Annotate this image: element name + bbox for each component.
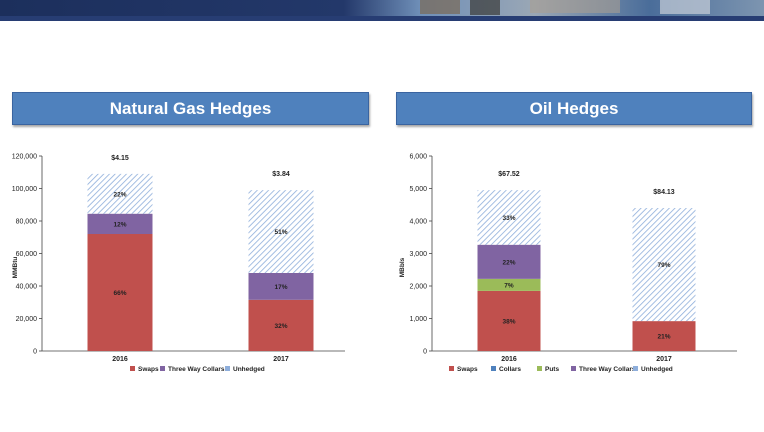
bar-segment-three-way-collars-2016 (87, 213, 153, 234)
legend-swatch-swaps (130, 366, 135, 371)
bar-segment-puts-2016 (477, 278, 541, 291)
bar-data-label: 51% (274, 229, 287, 236)
bar-data-label: 17% (274, 284, 287, 291)
bar-data-label: 12% (113, 221, 126, 228)
y-axis-label: MMBtu (12, 257, 19, 279)
y-tick-label: 40,000 (16, 284, 38, 291)
legend-swatch-unhedged (633, 366, 638, 371)
bar-data-label: 22% (113, 191, 126, 198)
natural-gas-header: Natural Gas Hedges (12, 92, 369, 125)
bar-segment-swaps-2017 (632, 321, 696, 351)
y-tick-label: 5,000 (409, 186, 427, 193)
bar-data-label: 79% (657, 262, 670, 269)
y-tick-label: 80,000 (16, 219, 38, 226)
x-tick-label: 2017 (656, 356, 672, 363)
legend-label-swaps: Swaps (457, 366, 478, 373)
bar-price-label: $67.52 (498, 171, 520, 178)
y-tick-label: 120,000 (12, 154, 37, 161)
bar-segment-three-way-collars-2016 (477, 244, 541, 279)
bar-segment-unhedged-2017 (248, 190, 314, 273)
legend-label-three-way-collars: Three Way Collars (168, 366, 225, 373)
legend-label-three-way-collars: Three Way Collars (579, 366, 636, 373)
bar-segment-unhedged-2016 (477, 190, 541, 245)
y-tick-label: 20,000 (16, 316, 38, 323)
bar-data-label: 38% (502, 318, 515, 325)
y-tick-label: 0 (423, 349, 427, 356)
bar-segment-swaps-2017 (248, 299, 314, 351)
bar-segment-three-way-collars-2017 (248, 273, 314, 300)
bar-price-label: $3.84 (272, 171, 290, 178)
header-banner-image (0, 0, 764, 21)
y-axis-label: MBbls (399, 257, 406, 277)
legend-swatch-puts (537, 366, 542, 371)
legend-label-collars: Collars (499, 366, 521, 373)
x-tick-label: 2017 (273, 356, 289, 363)
legend-swatch-three-way-collars (571, 366, 576, 371)
legend-swatch-three-way-collars (160, 366, 165, 371)
bar-segment-swaps-2016 (477, 290, 541, 351)
y-tick-label: 100,000 (12, 186, 37, 193)
legend-label-unhedged: Unhedged (233, 366, 265, 373)
legend-swatch-unhedged (225, 366, 230, 371)
bar-data-label: 7% (504, 282, 514, 289)
legend-swatch-collars (491, 366, 496, 371)
legend-label-puts: Puts (545, 366, 559, 373)
bar-data-label: 33% (502, 215, 515, 222)
x-tick-label: 2016 (112, 356, 128, 363)
y-tick-label: 3,000 (409, 251, 427, 258)
y-tick-label: 2,000 (409, 284, 427, 291)
legend-label-swaps: Swaps (138, 366, 159, 373)
bar-price-label: $4.15 (111, 155, 129, 162)
y-tick-label: 1,000 (409, 316, 427, 323)
y-tick-label: 0 (33, 349, 37, 356)
bar-data-label: 21% (657, 334, 670, 341)
y-tick-label: 6,000 (409, 154, 427, 161)
oil-header: Oil Hedges (396, 92, 752, 125)
bar-data-label: 32% (274, 323, 287, 330)
bar-price-label: $84.13 (653, 189, 675, 196)
y-tick-label: 60,000 (16, 251, 38, 258)
bar-segment-unhedged-2017 (632, 208, 696, 322)
bar-data-label: 66% (113, 290, 126, 297)
legend-swatch-swaps (449, 366, 454, 371)
bar-segment-swaps-2016 (87, 234, 153, 351)
y-tick-label: 4,000 (409, 219, 427, 226)
bar-segment-unhedged-2016 (87, 173, 153, 214)
x-tick-label: 2016 (501, 356, 517, 363)
bar-data-label: 22% (502, 259, 515, 266)
legend-label-unhedged: Unhedged (641, 366, 673, 373)
